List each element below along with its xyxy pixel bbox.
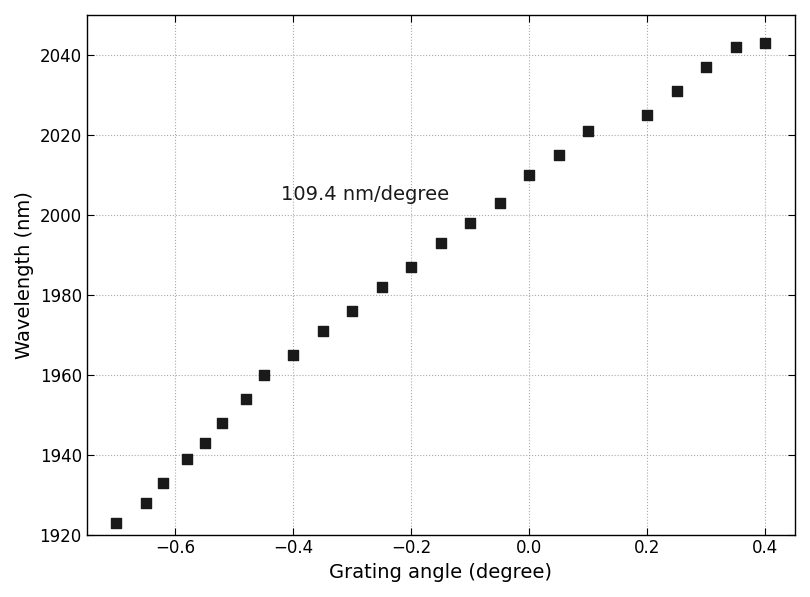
Point	[671, 86, 684, 96]
Point	[287, 350, 300, 359]
Point	[700, 62, 713, 72]
Point	[157, 478, 170, 487]
Point	[493, 198, 506, 208]
Y-axis label: Wavelength (nm): Wavelength (nm)	[15, 191, 34, 359]
X-axis label: Grating angle (degree): Grating angle (degree)	[330, 563, 552, 582]
Point	[375, 282, 388, 291]
Point	[523, 170, 536, 180]
Point	[434, 238, 447, 248]
Point	[552, 150, 565, 159]
Point	[139, 498, 152, 507]
Point	[316, 326, 329, 336]
Point	[109, 518, 122, 527]
Point	[198, 438, 211, 447]
Point	[730, 42, 743, 52]
Point	[405, 262, 418, 272]
Point	[641, 110, 654, 119]
Point	[464, 218, 477, 227]
Point	[346, 306, 359, 316]
Point	[258, 370, 271, 380]
Point	[582, 126, 595, 136]
Point	[216, 418, 229, 427]
Point	[759, 38, 772, 48]
Text: 109.4 nm/degree: 109.4 nm/degree	[281, 185, 450, 204]
Point	[181, 454, 194, 463]
Point	[240, 394, 253, 404]
